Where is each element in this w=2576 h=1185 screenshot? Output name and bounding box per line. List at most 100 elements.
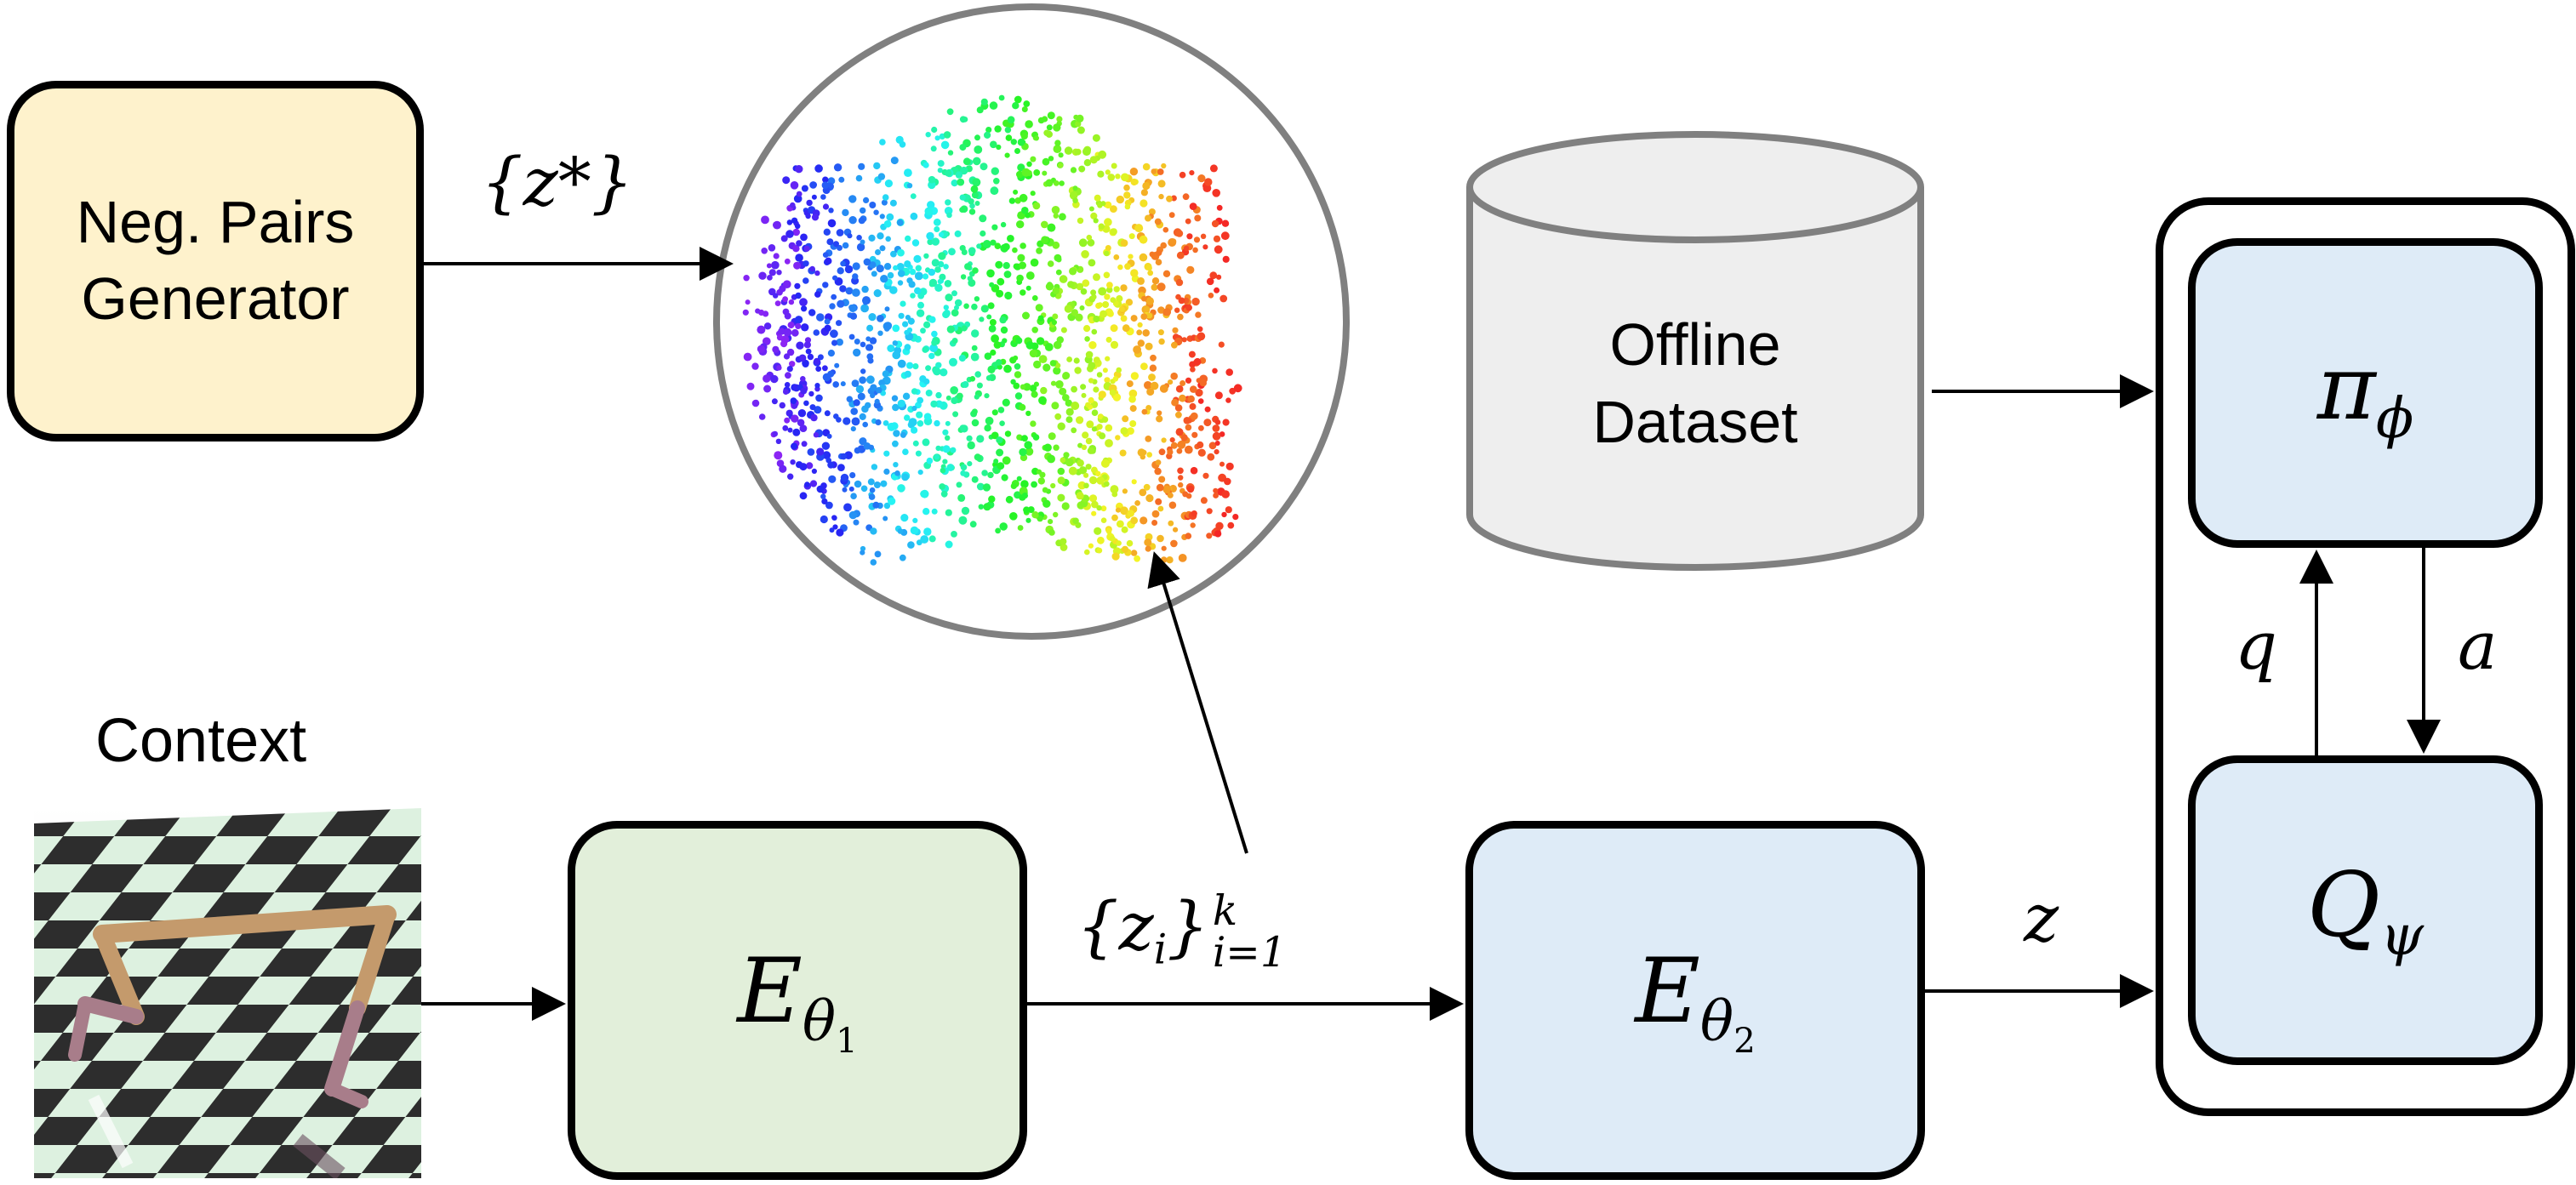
latent-point: [1091, 363, 1098, 370]
latent-point: [776, 330, 782, 337]
latent-point: [779, 325, 788, 333]
latent-point: [1111, 514, 1118, 521]
latent-point: [1175, 428, 1183, 436]
latent-point: [1139, 235, 1148, 244]
latent-point: [1167, 446, 1173, 453]
latent-point: [1076, 416, 1084, 424]
latent-point: [1075, 313, 1083, 322]
latent-point: [759, 343, 768, 351]
latent-point: [1108, 384, 1117, 393]
latent-point: [792, 384, 801, 392]
latent-point: [884, 278, 893, 287]
latent-point: [1166, 556, 1174, 564]
a-label: a: [2458, 608, 2498, 685]
latent-point: [1087, 312, 1096, 322]
latent-point: [926, 457, 934, 464]
latent-point: [1025, 410, 1031, 417]
latent-point: [1048, 324, 1057, 333]
latent-point: [854, 339, 860, 345]
latent-point: [861, 405, 869, 413]
latent-point: [1209, 271, 1218, 280]
latent-point: [1111, 391, 1119, 400]
latent-point: [1020, 289, 1026, 296]
latent-point: [1019, 493, 1026, 501]
latent-point: [962, 193, 969, 201]
latent-point: [779, 464, 787, 473]
latent-point: [800, 376, 806, 382]
latent-point: [1206, 533, 1213, 539]
latent-point: [1100, 505, 1107, 512]
latent-point: [1031, 481, 1037, 488]
latent-point: [840, 260, 846, 267]
latent-point: [846, 396, 853, 402]
latent-point: [919, 375, 927, 383]
latent-point: [898, 402, 907, 411]
latent-point: [1071, 119, 1079, 128]
latent-point: [1103, 202, 1109, 208]
latent-point: [1112, 538, 1119, 544]
latent-point: [969, 376, 976, 382]
latent-point: [1040, 399, 1047, 406]
latent-point: [889, 199, 897, 207]
latent-point: [1077, 265, 1084, 273]
latent-point: [876, 265, 884, 273]
latent-point: [1181, 304, 1190, 313]
latent-point: [1213, 235, 1221, 242]
latent-point: [1145, 300, 1154, 309]
latent-point: [776, 288, 783, 296]
latent-point: [993, 178, 1000, 185]
latent-point: [1075, 489, 1082, 497]
latent-point: [785, 230, 794, 238]
latent-point: [1048, 156, 1054, 162]
latent-point: [940, 467, 946, 474]
latent-point: [959, 144, 967, 151]
latent-point: [1165, 304, 1173, 311]
latent-point: [779, 402, 785, 409]
latent-point: [809, 181, 816, 189]
latent-point: [971, 303, 978, 310]
latent-point: [1046, 238, 1054, 247]
latent-point: [825, 257, 832, 265]
latent-point: [1091, 409, 1099, 417]
latent-point: [1047, 282, 1053, 288]
latent-point: [790, 398, 799, 407]
latent-point: [1021, 493, 1028, 499]
latent-point: [976, 482, 985, 491]
latent-point: [1084, 336, 1090, 342]
latent-point: [945, 435, 951, 441]
latent-point: [870, 392, 876, 399]
latent-point: [858, 162, 865, 170]
latent-point: [1109, 389, 1117, 396]
latent-point: [1002, 262, 1010, 270]
latent-point: [923, 321, 931, 328]
latent-point: [1073, 114, 1079, 120]
latent-point: [822, 186, 831, 195]
latent-point: [1032, 201, 1038, 207]
latent-point: [873, 481, 881, 488]
latent-point: [1199, 374, 1208, 384]
latent-point: [979, 316, 985, 322]
latent-point: [1072, 517, 1079, 525]
latent-point: [793, 261, 802, 270]
latent-point: [1204, 406, 1211, 413]
latent-point: [990, 186, 999, 196]
latent-point: [935, 445, 941, 452]
latent-point: [1170, 442, 1178, 449]
latent-point: [961, 249, 968, 255]
latent-point: [1202, 184, 1212, 193]
latent-point: [861, 285, 869, 293]
latent-point: [1093, 356, 1100, 364]
latent-point: [783, 386, 791, 395]
latent-point: [884, 306, 890, 312]
latent-point: [859, 376, 866, 385]
q-function-base: Q: [2306, 852, 2381, 957]
latent-point: [950, 386, 958, 395]
latent-point: [831, 293, 837, 300]
latent-point: [1183, 245, 1190, 252]
latent-point: [1030, 156, 1037, 162]
latent-point: [1154, 218, 1162, 225]
latent-point: [1171, 398, 1179, 407]
latent-point: [796, 240, 803, 247]
latent-point: [1073, 187, 1082, 197]
latent-point: [940, 464, 946, 470]
